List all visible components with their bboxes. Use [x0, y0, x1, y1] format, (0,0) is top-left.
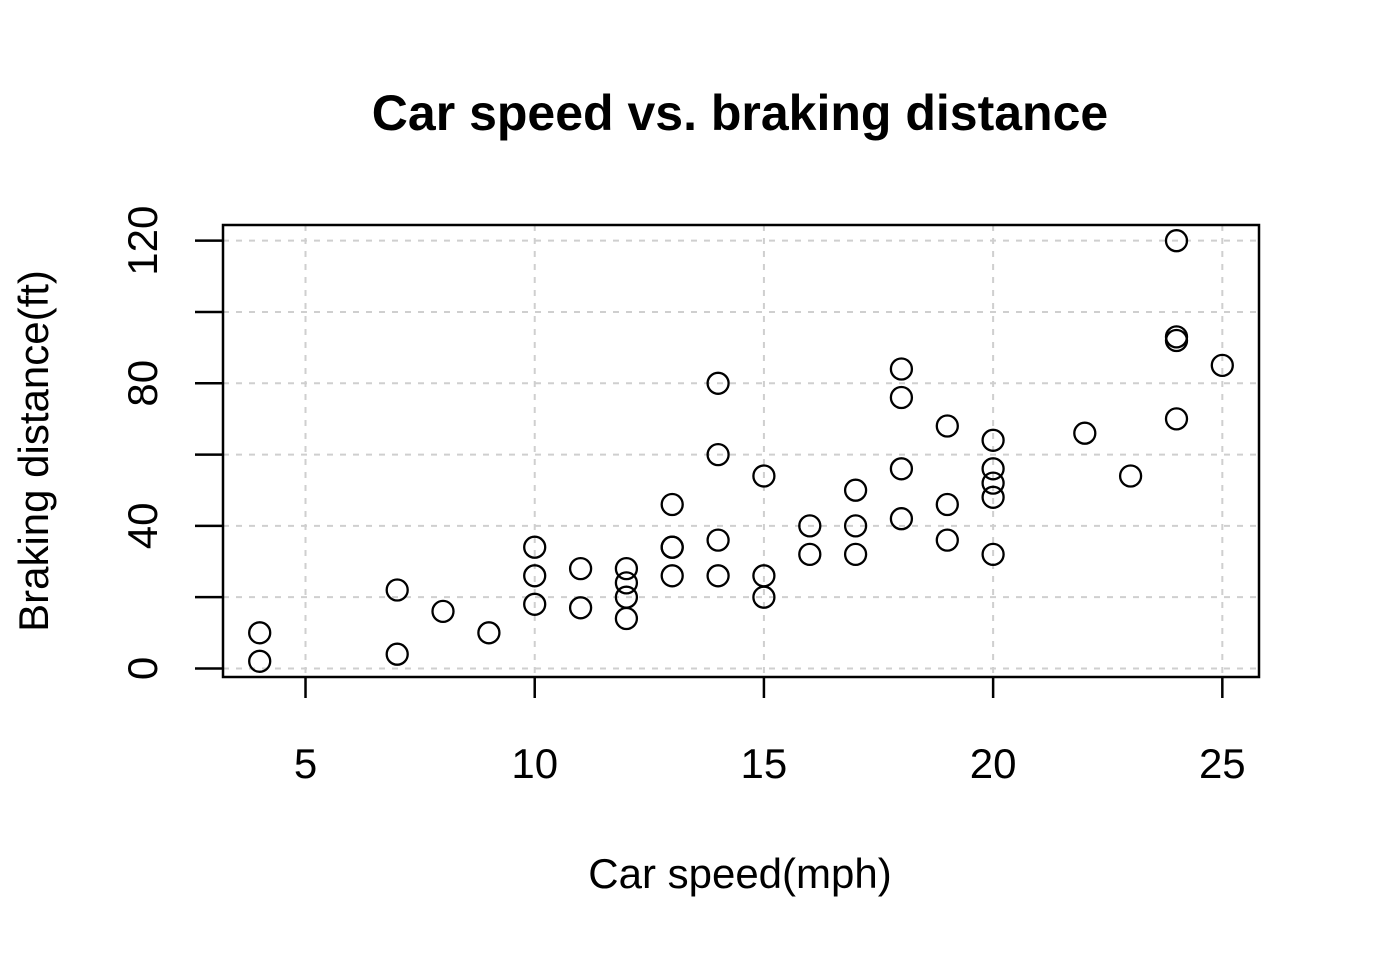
data-point-15 [660, 564, 684, 588]
data-point-20 [706, 528, 730, 552]
y-tick-label-40: 40 [119, 503, 166, 550]
data-point-33 [889, 385, 914, 410]
y-tick-label-80: 80 [119, 360, 166, 407]
data-point-36 [935, 492, 959, 517]
data-point-30 [843, 478, 868, 502]
x-tick-label-10: 10 [511, 740, 558, 787]
data-point-40 [981, 471, 1005, 495]
data-point-9 [568, 596, 593, 620]
chart-title: Car speed vs. braking distance [372, 85, 1108, 141]
data-point-25 [752, 464, 776, 488]
y-tick-label-120: 120 [119, 206, 166, 276]
data-point-26 [798, 542, 822, 567]
data-point-11 [614, 606, 639, 631]
data-point-8 [523, 535, 547, 559]
data-point-12 [614, 585, 639, 609]
data-point-41 [981, 457, 1005, 481]
x-tick-label-20: 20 [970, 740, 1017, 787]
data-point-24 [752, 564, 776, 588]
data-point-43 [1073, 421, 1097, 445]
data-point-6 [523, 592, 547, 616]
data-point-31 [889, 507, 914, 531]
data-point-32 [889, 457, 914, 481]
x-axis: 5 10 15 20 25 [294, 677, 1246, 787]
data-point-13 [614, 571, 639, 595]
data-point-37 [935, 414, 959, 438]
data-point-48 [1164, 229, 1189, 253]
data-point-10 [568, 556, 593, 581]
data-point-7 [523, 564, 547, 588]
data-point-1 [248, 621, 272, 645]
data-point-17 [660, 535, 684, 559]
data-point-47 [1164, 325, 1189, 349]
y-axis-label: Braking distance(ft) [10, 270, 57, 632]
data-point-0 [248, 649, 272, 673]
data-point-5 [477, 621, 501, 645]
data-point-29 [843, 514, 868, 538]
data-point-44 [1118, 464, 1143, 488]
grid-lines [223, 225, 1259, 677]
data-point-39 [981, 485, 1005, 509]
y-tick-label-0: 0 [119, 657, 166, 680]
data-point-27 [798, 514, 822, 538]
data-point-45 [1164, 407, 1189, 431]
data-point-34 [889, 357, 914, 381]
data-point-3 [385, 578, 409, 602]
data-point-4 [431, 599, 455, 624]
y-axis: 0 40 80 120 [119, 206, 223, 680]
data-point-42 [981, 428, 1005, 452]
data-point-49 [1210, 353, 1234, 378]
data-points [248, 229, 1234, 673]
data-point-22 [706, 371, 730, 395]
data-point-18 [660, 492, 684, 517]
data-point-14 [614, 556, 639, 581]
x-tick-label-5: 5 [294, 740, 317, 787]
x-tick-label-15: 15 [741, 740, 788, 787]
data-point-19 [706, 564, 730, 588]
data-point-38 [981, 542, 1005, 567]
data-point-2 [385, 642, 409, 666]
data-point-21 [706, 442, 730, 467]
x-tick-label-25: 25 [1199, 740, 1246, 787]
data-point-28 [843, 542, 868, 567]
plot-frame [221, 223, 1261, 679]
data-point-35 [935, 528, 959, 552]
x-axis-label: Car speed(mph) [588, 850, 891, 897]
